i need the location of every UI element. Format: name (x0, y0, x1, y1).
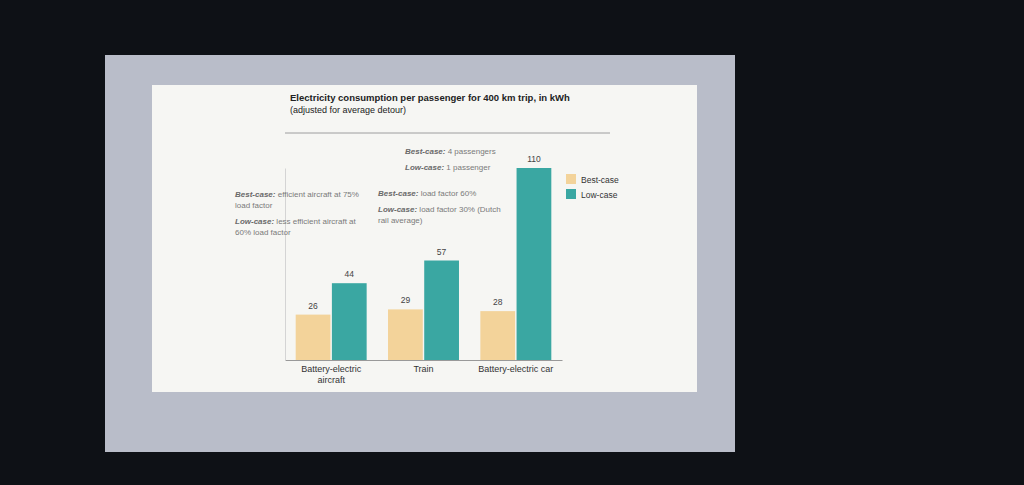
annotations: Best-case: efficient aircraft at 75%load… (235, 147, 501, 237)
bar (332, 283, 367, 360)
data-label: 26 (308, 301, 318, 311)
annotation-prefix: Low-case: (405, 163, 444, 172)
annotation-prefix: Low-case: (235, 217, 274, 226)
x-tick-label: Train (413, 364, 433, 374)
annotation-text: 4 passengers (445, 147, 495, 156)
data-label: 110 (527, 154, 541, 164)
background (0, 0, 1024, 485)
annotation-line: Best-case: efficient aircraft at 75% (235, 190, 359, 199)
title: Electricity consumption per passenger fo… (290, 92, 570, 103)
slide (152, 85, 697, 392)
annotation-prefix: Best-case: (405, 147, 446, 156)
annotation-prefix: Low-case: (378, 205, 417, 214)
x-tick: Battery-electricaircraft (301, 364, 362, 385)
annotation-text: efficient aircraft at 75% (275, 190, 358, 199)
annotation-line: Low-case: less efficient aircraft at (235, 217, 357, 226)
screen (105, 55, 735, 452)
data-labels: 26 29 28 44 57 110 (308, 154, 541, 311)
annotation: Low-case: less efficient aircraft at 60% … (235, 217, 357, 237)
annotation-prefix: Best-case: (378, 189, 419, 198)
bar (424, 261, 459, 360)
x-tick-label-line: Train (413, 364, 433, 374)
annotation: Best-case: efficient aircraft at 75%load… (235, 190, 359, 210)
chart-svg: Electricity consumption per passenger fo… (0, 0, 1024, 485)
annotation-prefix: Best-case: (235, 190, 276, 199)
legend-swatch (566, 174, 576, 184)
annotation-line: 60% load factor (235, 228, 291, 237)
bar (480, 311, 515, 360)
annotation-line: Best-case: 4 passengers (405, 147, 496, 156)
x-axis: Battery-electricaircraft Train Battery-ele… (286, 361, 563, 386)
annotation: Low-case: 1 passenger (405, 163, 491, 172)
legend: Best-case Low-case (566, 174, 619, 200)
x-tick-label-line: Battery-electric (301, 364, 362, 374)
data-label: 57 (437, 247, 447, 257)
annotation: Best-case: 4 passengers (405, 147, 496, 156)
data-label: 29 (401, 295, 411, 305)
x-tick: Train (413, 364, 433, 374)
annotation-line: Best-case: load factor 60% (378, 189, 476, 198)
annotation-line: Low-case: 1 passenger (405, 163, 491, 172)
annotation-line: load factor (235, 201, 273, 210)
annotation-text: load factor 30% (Dutch (417, 205, 501, 214)
data-label: 44 (345, 269, 355, 279)
x-axis-line (286, 360, 563, 361)
subtitle: (adjusted for average detour) (290, 105, 406, 115)
x-tick: Battery-electric car (478, 364, 553, 374)
x-tick-label-line: aircraft (317, 375, 345, 385)
x-tick-label-line: Battery-electric car (478, 364, 553, 374)
annotation-text: less efficient aircraft at (274, 217, 356, 226)
legend-swatch (566, 189, 576, 199)
bar (388, 309, 423, 360)
legend-label: Best-case (581, 175, 619, 185)
data-label: 28 (493, 297, 503, 307)
title-rule (285, 133, 610, 134)
annotation-line: rail average) (378, 216, 423, 225)
legend-label: Low-case (581, 190, 618, 200)
annotation-text: 1 passenger (444, 163, 491, 172)
annotation-text: load factor 60% (418, 189, 476, 198)
x-tick-label: Battery-electric car (478, 364, 553, 374)
bar (296, 315, 331, 360)
annotation: Low-case: load factor 30% (Dutch rail ave… (378, 205, 501, 225)
annotation-line: Low-case: load factor 30% (Dutch (378, 205, 501, 214)
annotation: Best-case: load factor 60% (378, 189, 476, 198)
bar (517, 168, 552, 360)
x-tick-label: Battery-electricaircraft (301, 364, 362, 385)
